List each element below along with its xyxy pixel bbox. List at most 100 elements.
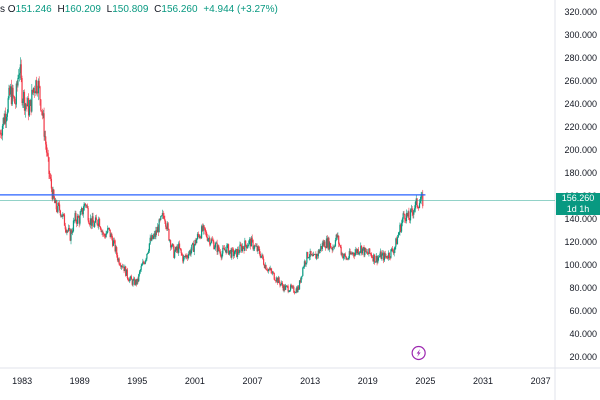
candle-body (405, 219, 407, 222)
candle-body (33, 87, 35, 93)
candle-body (304, 261, 306, 265)
candle-body (334, 240, 337, 247)
candle-body (7, 98, 9, 113)
candle-body (127, 277, 129, 281)
candle-body (271, 270, 273, 274)
candle-body (291, 286, 293, 288)
open-value: 151.246 (15, 4, 52, 15)
candle-body (201, 226, 204, 232)
candle-body (180, 249, 182, 254)
candle-body (289, 290, 291, 292)
candle-body (396, 238, 398, 245)
candle-body (132, 280, 134, 285)
candle-body (69, 229, 71, 241)
candle-body (169, 240, 172, 248)
candle-body (103, 233, 105, 235)
candle-body (319, 249, 321, 254)
y-tick-label: 240.000 (564, 99, 597, 109)
candle-body (61, 215, 63, 217)
candle-body (413, 210, 415, 215)
candle-body (113, 240, 115, 242)
candle-body (171, 243, 173, 247)
candle-body (223, 248, 226, 251)
candle-body (345, 256, 347, 260)
candle-body (211, 239, 213, 241)
candle-body (224, 249, 226, 251)
candle-body (361, 248, 363, 254)
candle-body (20, 64, 22, 79)
candle-body (187, 254, 190, 259)
candle-body (182, 255, 184, 262)
candle-body (324, 241, 326, 248)
last-price-value: 156.260 (561, 193, 595, 204)
candle-body (16, 83, 18, 86)
ohlc-legend: s O151.246 H160.209 L150.809 C156.260 +4… (0, 4, 281, 15)
candle-body (393, 249, 395, 254)
candle-body (342, 253, 344, 259)
candle-body (89, 218, 92, 225)
candle-body (160, 216, 162, 220)
x-tick-label: 2013 (300, 376, 320, 386)
candle-body (163, 215, 165, 219)
candle-body (109, 229, 111, 238)
candle-body (395, 238, 397, 247)
candle-body (310, 250, 312, 255)
candle-body (28, 105, 30, 116)
candle-body (279, 282, 281, 286)
candle-body (409, 209, 412, 221)
candle-body (64, 225, 66, 230)
candle-body (17, 78, 19, 86)
candle-body (254, 245, 257, 247)
candle-body (236, 249, 239, 257)
candle-body (286, 285, 288, 287)
close-value: 156.260 (161, 4, 198, 15)
candle-body (115, 247, 117, 252)
candle-body (37, 80, 39, 94)
candle-body (411, 208, 413, 213)
x-tick-label: 2001 (185, 376, 205, 386)
candle-body (15, 83, 17, 105)
candle-body (196, 233, 199, 240)
candle-body (149, 237, 151, 244)
candle-body (124, 266, 126, 272)
candle-body (362, 247, 364, 249)
candle-body (43, 113, 45, 137)
candle-body (285, 285, 287, 290)
candle-body (294, 292, 296, 294)
candle-body (184, 256, 186, 257)
candle-body (96, 219, 98, 225)
candle-body (84, 204, 86, 205)
candle-body (227, 244, 229, 246)
candle-body (242, 246, 244, 248)
candle-body (341, 253, 343, 255)
candle-body (225, 249, 227, 253)
candle-body (82, 210, 84, 215)
candle-body (268, 269, 270, 270)
candle-body (402, 213, 404, 219)
candle-body (72, 220, 75, 232)
y-tick-label: 20.000 (569, 352, 597, 362)
y-tick-label: 220.000 (564, 122, 597, 132)
candle-body (80, 210, 82, 215)
candle-body (230, 249, 232, 258)
candle-body (85, 205, 88, 207)
candle-body (331, 248, 333, 251)
candle-body (335, 234, 337, 241)
candle-body (293, 286, 295, 293)
candle-body (200, 226, 203, 239)
candle-body (292, 286, 294, 288)
candle-body (267, 270, 269, 272)
candle-body (191, 244, 193, 251)
candle-body (117, 258, 119, 261)
candle-body (414, 208, 416, 211)
candle-body (81, 208, 83, 211)
candle-body (45, 136, 47, 145)
candle-body (418, 207, 420, 209)
candle-body (314, 254, 316, 255)
candle-body (215, 242, 217, 244)
candle-body (236, 249, 238, 257)
candle-body (272, 272, 274, 274)
candle-body (343, 256, 345, 259)
candle-body (303, 261, 306, 267)
